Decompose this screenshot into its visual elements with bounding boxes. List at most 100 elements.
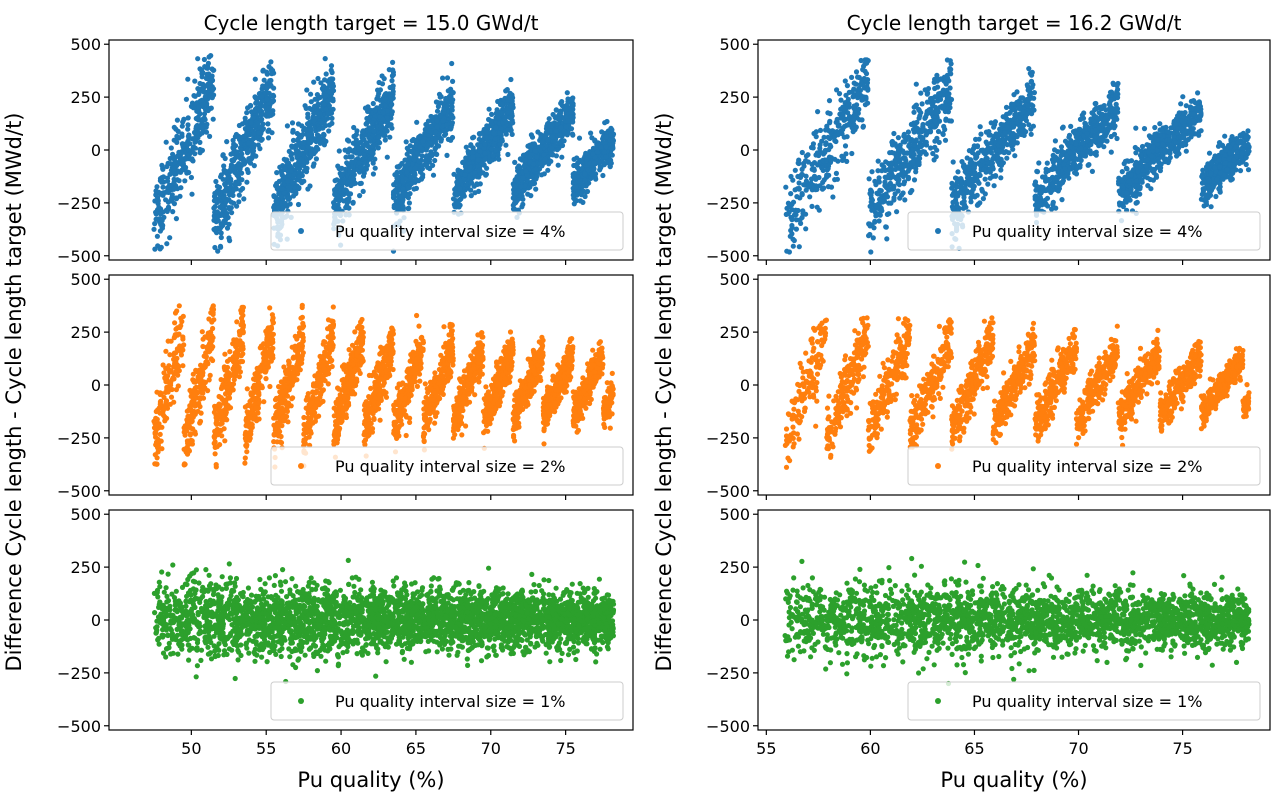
data-point xyxy=(215,213,221,219)
data-point xyxy=(343,154,349,160)
data-point xyxy=(511,183,518,189)
data-point xyxy=(350,175,356,181)
y-tick-label: 250 xyxy=(70,88,101,107)
data-point xyxy=(359,135,365,141)
data-point xyxy=(389,78,395,84)
data-point xyxy=(326,122,333,128)
data-point xyxy=(520,196,526,202)
data-point xyxy=(577,198,584,204)
data-point xyxy=(470,154,476,160)
y-tick-label: −250 xyxy=(57,194,101,213)
data-point xyxy=(300,140,306,146)
data-point xyxy=(577,178,583,184)
data-point xyxy=(356,146,362,152)
data-point xyxy=(154,233,160,239)
data-point xyxy=(377,417,383,423)
data-point xyxy=(286,358,292,364)
data-point xyxy=(230,164,236,170)
data-point xyxy=(519,204,525,210)
data-point xyxy=(187,141,193,147)
data-point xyxy=(332,187,338,193)
data-point xyxy=(444,152,450,158)
data-point xyxy=(599,129,605,135)
data-point xyxy=(568,97,574,103)
data-point xyxy=(268,358,274,364)
data-point xyxy=(369,120,375,126)
data-point xyxy=(433,136,439,142)
data-point xyxy=(164,208,170,214)
data-point xyxy=(158,244,164,250)
data-point xyxy=(497,130,503,136)
data-point xyxy=(423,158,429,164)
data-point xyxy=(563,124,569,130)
data-point xyxy=(609,127,615,133)
data-point xyxy=(197,146,203,153)
data-point xyxy=(483,171,489,177)
data-point xyxy=(314,92,320,98)
data-point xyxy=(529,134,536,140)
data-point xyxy=(542,156,548,162)
data-point xyxy=(220,152,226,158)
data-point xyxy=(213,197,219,203)
data-point xyxy=(306,139,312,146)
data-point xyxy=(242,460,248,466)
data-point xyxy=(448,124,454,130)
data-point xyxy=(322,56,328,62)
data-point xyxy=(454,179,460,185)
data-point xyxy=(174,117,180,123)
data-point xyxy=(388,102,394,108)
data-point xyxy=(172,171,178,177)
data-point xyxy=(191,105,197,111)
data-point xyxy=(231,186,237,192)
data-point xyxy=(522,157,528,163)
data-point xyxy=(222,181,228,187)
data-point xyxy=(608,160,614,166)
data-point xyxy=(390,89,396,95)
data-point xyxy=(171,156,177,162)
data-point xyxy=(463,144,469,150)
data-point xyxy=(297,151,304,157)
data-point xyxy=(558,100,564,106)
data-point xyxy=(260,83,266,89)
data-point xyxy=(372,165,378,171)
data-point xyxy=(400,197,406,203)
data-point xyxy=(440,123,446,129)
data-point xyxy=(152,198,158,204)
data-point xyxy=(555,162,561,168)
data-point xyxy=(417,144,423,150)
data-point xyxy=(565,118,571,124)
data-point xyxy=(432,146,438,152)
data-point xyxy=(212,204,218,210)
data-point xyxy=(533,186,539,192)
data-point xyxy=(256,130,262,136)
data-point xyxy=(308,126,314,132)
data-point xyxy=(503,88,509,94)
data-point xyxy=(176,135,182,141)
data-point xyxy=(479,330,485,336)
data-point xyxy=(174,139,180,145)
legend-marker xyxy=(298,228,304,234)
data-point xyxy=(434,118,440,124)
data-point xyxy=(265,121,271,127)
data-point xyxy=(304,87,310,93)
data-point xyxy=(234,319,240,325)
data-point xyxy=(463,155,469,161)
data-point xyxy=(171,124,177,130)
data-point xyxy=(345,179,351,185)
data-point xyxy=(203,75,209,81)
data-point xyxy=(448,94,454,100)
data-point xyxy=(252,108,258,114)
data-point xyxy=(252,76,258,82)
data-point xyxy=(407,419,413,425)
data-point xyxy=(488,118,494,124)
data-point xyxy=(226,206,232,212)
data-point xyxy=(292,145,298,151)
data-point xyxy=(293,189,299,195)
data-point xyxy=(339,165,345,171)
data-point xyxy=(245,169,251,175)
data-point xyxy=(251,131,257,137)
data-point xyxy=(357,180,363,187)
data-point xyxy=(490,153,496,159)
data-point xyxy=(375,87,381,93)
